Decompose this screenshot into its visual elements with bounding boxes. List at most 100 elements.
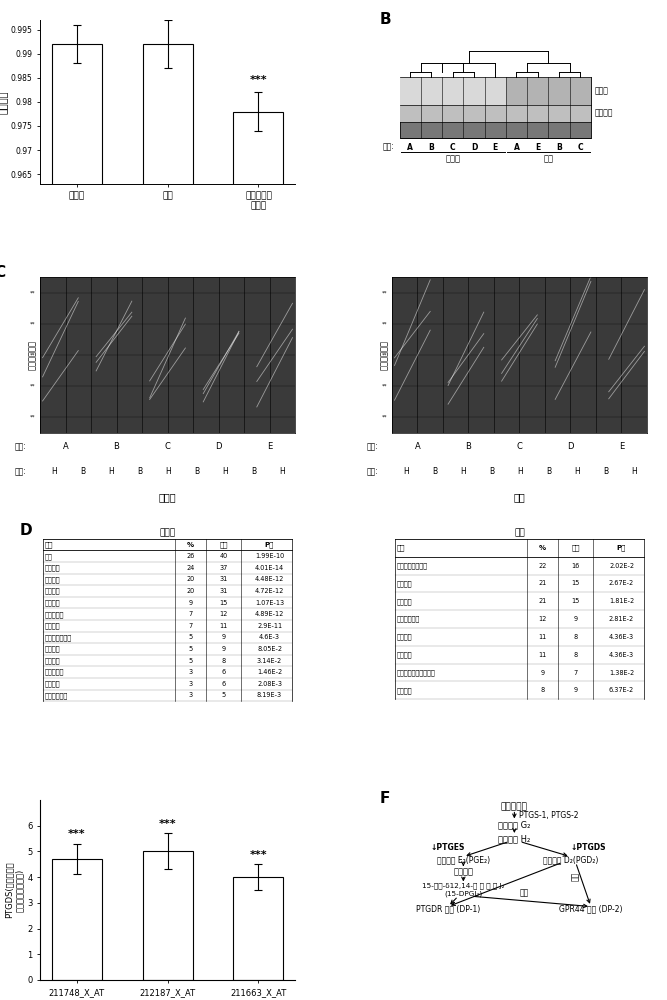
Text: 2.67E-2: 2.67E-2 (609, 580, 634, 586)
Bar (570, 77, 591, 105)
Text: 有毛发: 有毛发 (446, 154, 460, 163)
Text: 表皮发育: 表皮发育 (45, 622, 61, 629)
Bar (233, 877, 283, 980)
Bar (400, 77, 421, 105)
Text: E: E (493, 143, 498, 152)
Text: 7: 7 (188, 611, 193, 617)
Text: 4.36E-3: 4.36E-3 (609, 634, 634, 640)
Text: 3: 3 (188, 692, 193, 698)
Text: 头皮:: 头皮: (15, 442, 26, 451)
Text: 1.38E-2: 1.38E-2 (609, 670, 634, 676)
Text: 前列腺素 E₂(PGE₂): 前列腺素 E₂(PGE₂) (437, 855, 490, 864)
Text: C: C (578, 143, 583, 152)
Text: 3: 3 (188, 681, 193, 687)
Text: B: B (380, 12, 391, 27)
Text: 脂类代谢: 脂类代谢 (397, 687, 413, 694)
Text: 8.05E-2: 8.05E-2 (257, 646, 282, 652)
Text: 发育: 发育 (45, 553, 53, 560)
Text: 计数: 计数 (219, 541, 228, 548)
Bar (143, 851, 193, 980)
Text: 7: 7 (574, 670, 578, 676)
Text: 光秃: 光秃 (514, 528, 525, 537)
Text: **: ** (382, 384, 387, 389)
Text: 中枢神经发育: 中枢神经发育 (45, 692, 69, 699)
Text: 4.6E-3: 4.6E-3 (259, 634, 280, 640)
Y-axis label: 相关系数: 相关系数 (0, 90, 8, 114)
Bar (233, 112, 283, 1000)
Text: 15: 15 (219, 600, 227, 606)
Text: B: B (556, 143, 562, 152)
Text: 6.37E-2: 6.37E-2 (609, 687, 634, 693)
Text: 16: 16 (572, 563, 580, 569)
Text: 31: 31 (219, 588, 227, 594)
Text: **: ** (29, 321, 35, 326)
Text: 未知生物学过程: 未知生物学过程 (45, 634, 72, 641)
Text: 8.19E-3: 8.19E-3 (257, 692, 282, 698)
Text: H: H (518, 467, 523, 476)
Text: ***: *** (159, 819, 176, 829)
Text: B: B (489, 467, 494, 476)
Text: 头皮:: 头皮: (383, 143, 394, 152)
Text: 9: 9 (188, 600, 193, 606)
Text: 8: 8 (574, 652, 578, 658)
Text: 角蛋白: 角蛋白 (595, 86, 608, 95)
Text: P值: P值 (617, 544, 626, 551)
Text: 5: 5 (188, 646, 193, 652)
Text: 血红蛋白: 血红蛋白 (595, 109, 613, 118)
Text: D: D (567, 442, 574, 451)
Text: 9: 9 (221, 634, 225, 640)
Bar (548, 105, 570, 122)
Text: ↓PTGDS: ↓PTGDS (570, 843, 606, 852)
Text: 细胞运动性: 细胞运动性 (45, 669, 65, 675)
Text: 15: 15 (572, 598, 580, 604)
Text: 5: 5 (188, 658, 193, 664)
Text: 4.36E-3: 4.36E-3 (609, 652, 634, 658)
Text: 11: 11 (219, 623, 227, 629)
Text: 9: 9 (221, 646, 225, 652)
Text: 免疫应答: 免疫应答 (397, 598, 413, 605)
Text: 22: 22 (538, 563, 546, 569)
Text: 抗原呈递: 抗原呈递 (397, 634, 413, 640)
Bar (548, 77, 570, 105)
Text: C: C (0, 265, 5, 280)
Text: ***: *** (249, 75, 267, 85)
Text: H: H (51, 467, 57, 476)
Bar (570, 105, 591, 122)
Text: H: H (460, 467, 466, 476)
Bar (421, 105, 442, 122)
Text: 15-脱氧-δ12,14-前 列 腺 素 J₂: 15-脱氧-δ12,14-前 列 腺 素 J₂ (422, 882, 505, 889)
Text: 12: 12 (538, 616, 546, 622)
Text: 光秃: 光秃 (514, 492, 526, 502)
Text: %: % (187, 542, 194, 548)
Text: A: A (408, 143, 413, 152)
Text: B: B (194, 467, 199, 476)
Text: ↓PTGES: ↓PTGES (431, 843, 466, 852)
Text: 9: 9 (574, 687, 578, 693)
Text: 1.81E-2: 1.81E-2 (609, 598, 634, 604)
Text: 8: 8 (540, 687, 544, 693)
Text: 器官发生: 器官发生 (45, 588, 61, 594)
Text: B: B (466, 442, 472, 451)
Bar (506, 77, 527, 105)
Text: 外胚层发育: 外胚层发育 (45, 611, 65, 618)
Text: 2.9E-11: 2.9E-11 (257, 623, 282, 629)
Text: A: A (415, 442, 420, 451)
Text: 神经发生: 神经发生 (45, 657, 61, 664)
Text: PTGDR 受体 (DP-1): PTGDR 受体 (DP-1) (416, 905, 480, 914)
Bar (421, 77, 442, 105)
Text: E: E (267, 442, 272, 451)
Text: 光秃: 光秃 (544, 154, 554, 163)
Text: 4.72E-12: 4.72E-12 (255, 588, 284, 594)
Text: 7: 7 (188, 623, 193, 629)
Text: 1.07E-13: 1.07E-13 (255, 600, 284, 606)
Text: 计数: 计数 (572, 544, 580, 551)
Text: GPR44 受体 (DP-2): GPR44 受体 (DP-2) (559, 905, 622, 914)
Text: 项目: 项目 (397, 544, 406, 551)
Text: 15: 15 (572, 580, 580, 586)
Text: **: ** (29, 290, 35, 295)
Text: 8: 8 (221, 658, 225, 664)
Bar (143, 44, 193, 1000)
Text: 有毛发: 有毛发 (159, 492, 176, 502)
Text: H: H (108, 467, 114, 476)
Text: 21: 21 (538, 580, 546, 586)
